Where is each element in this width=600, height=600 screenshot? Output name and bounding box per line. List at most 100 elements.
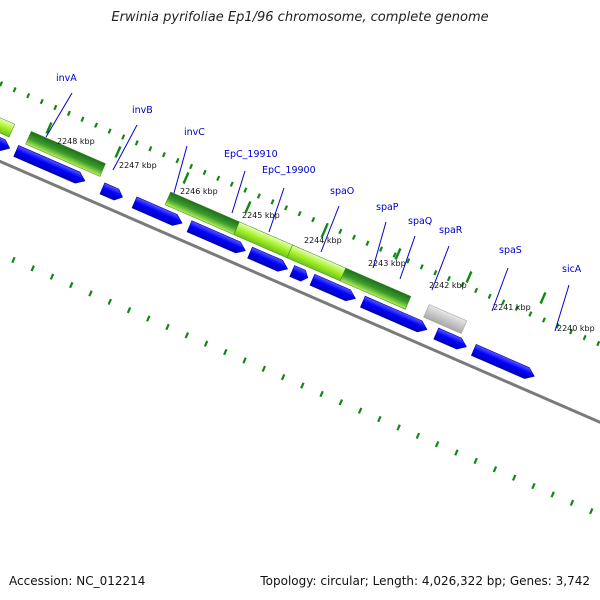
minor-tick — [30, 265, 35, 272]
minor-tick — [319, 390, 324, 398]
minor-tick — [474, 287, 479, 294]
minor-tick-track-outer — [0, 81, 600, 347]
gene-leader-line — [268, 187, 285, 233]
gene-label: spaR — [439, 225, 463, 236]
minor-tick — [107, 298, 112, 305]
gene-leader-line — [372, 221, 387, 269]
major-tick — [465, 271, 473, 283]
minor-tick — [406, 258, 411, 264]
minor-tick — [531, 482, 536, 490]
minor-tick — [80, 116, 85, 123]
minor-tick — [49, 273, 55, 280]
minor-tick — [541, 317, 546, 323]
gene-leader-line — [231, 170, 246, 214]
cds-arrow — [309, 273, 356, 302]
minor-tick — [297, 210, 302, 217]
minor-tick — [39, 98, 44, 105]
minor-tick — [311, 216, 316, 223]
minor-tick — [511, 474, 517, 481]
gene-label: spaQ — [408, 216, 432, 227]
feature-bar — [339, 267, 412, 310]
minor-tick — [216, 175, 221, 182]
minor-tick — [596, 340, 600, 347]
minor-tick — [589, 507, 594, 515]
minor-tick — [107, 128, 112, 134]
minor-tick — [433, 269, 438, 276]
minor-tick — [126, 306, 132, 314]
kbp-label: 2241 kbp — [493, 303, 531, 312]
minor-tick — [351, 234, 356, 241]
minor-tick — [189, 163, 194, 170]
gene-labels: invA invB invC EpC_19910 EpC_19900 spaO spaP sp… — [45, 73, 582, 332]
feature-bar — [423, 304, 468, 334]
major-tick — [45, 122, 53, 134]
minor-tick — [270, 199, 275, 205]
minor-tick — [528, 311, 533, 317]
minor-tick — [338, 228, 343, 235]
minor-tick — [582, 334, 587, 341]
kbp-label: 2245 kbp — [242, 211, 280, 220]
feature-bar — [25, 131, 106, 177]
kbp-label: 2247 kbp — [119, 161, 157, 170]
gene-leader-line — [431, 245, 450, 291]
minor-tick — [473, 457, 478, 465]
cds-arrow — [247, 246, 289, 272]
cds-arrow — [13, 145, 86, 184]
minor-tick — [365, 240, 370, 246]
kbp-label: 2240 kbp — [557, 324, 595, 333]
feature-track — [0, 74, 468, 334]
minor-tick — [357, 407, 363, 414]
cds-track — [0, 132, 535, 379]
kbp-ruler: 2248 kbp 2247 kbp 2246 kbp 2245 kbp 2244 kbp… — [45, 122, 595, 333]
minor-tick — [69, 281, 74, 289]
gene-label: invC — [184, 127, 205, 138]
minor-tick — [53, 104, 58, 111]
minor-tick — [569, 499, 575, 506]
minor-tick — [223, 348, 228, 356]
kbp-label: 2244 kbp — [304, 236, 342, 245]
minor-tick — [454, 449, 459, 456]
gene-label: spaP — [376, 202, 399, 213]
cds-arrow — [289, 265, 309, 282]
gene-leader-line — [399, 235, 416, 280]
gene-leader-line — [112, 124, 138, 171]
kbp-label: 2246 kbp — [180, 187, 218, 196]
cds-arrow — [99, 182, 123, 201]
minor-tick — [555, 323, 560, 329]
minor-tick — [514, 305, 519, 311]
gene-label: EpC_19910 — [224, 149, 278, 160]
gene-label: invB — [132, 105, 153, 116]
minor-tick — [460, 281, 465, 288]
minor-tick — [66, 110, 71, 117]
minor-tick — [94, 122, 99, 128]
cds-arrow — [0, 132, 11, 151]
minor-tick — [261, 365, 267, 372]
minor-tick — [148, 146, 153, 152]
minor-tick — [165, 323, 170, 331]
gene-label: spaS — [499, 245, 522, 256]
major-tick — [320, 226, 328, 238]
backbone-line — [0, 126, 600, 457]
kbp-label: 2243 kbp — [368, 259, 406, 268]
minor-tick — [256, 193, 261, 199]
minor-tick — [203, 340, 209, 347]
minor-tick — [161, 151, 166, 158]
minor-tick — [392, 252, 397, 258]
minor-tick — [242, 357, 247, 364]
minor-tick — [379, 246, 384, 252]
gene-label: EpC_19900 — [262, 165, 316, 176]
gene-leader-line — [554, 284, 570, 332]
minor-tick — [396, 424, 401, 431]
gene-label: invA — [56, 73, 77, 84]
gene-leader-line — [45, 92, 73, 138]
map-title: Erwinia pyrifoliae Ep1/96 chromosome, co… — [111, 10, 489, 25]
minor-tick-track-inner — [11, 256, 594, 515]
minor-tick — [11, 256, 16, 264]
minor-tick — [146, 315, 151, 322]
minor-tick — [300, 382, 305, 389]
cds-arrow — [360, 295, 428, 333]
minor-tick — [487, 293, 492, 300]
minor-tick — [501, 299, 506, 305]
cds-arrow — [433, 327, 467, 350]
minor-tick — [202, 169, 207, 176]
